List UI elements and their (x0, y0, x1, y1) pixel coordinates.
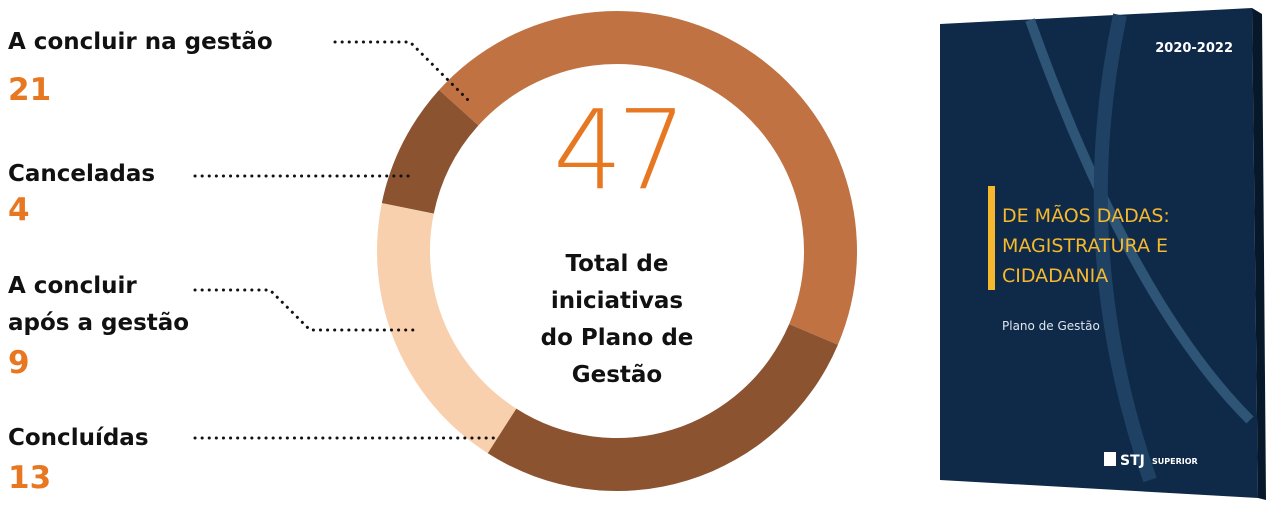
value-label: 21 (8, 72, 52, 108)
donut-segment (487, 324, 838, 491)
book-years: 2020-2022 (1155, 41, 1233, 56)
book-spine (1252, 8, 1266, 500)
book-decor (1025, 18, 1254, 424)
leader-line (193, 288, 420, 332)
category-label: Canceladas (8, 161, 156, 187)
book-bar (988, 186, 995, 290)
category-label: A concluir na gestão (8, 29, 273, 55)
category-label: A concluir após a gestão (8, 273, 190, 336)
donut-segment (377, 203, 517, 454)
book: 2020-2022 DE MÃOS DADAS: MAGISTRATURA E … (940, 8, 1266, 500)
book-logo-text: SUPERIOR (1152, 457, 1198, 466)
value-label: 9 (8, 345, 30, 381)
donut-segment (439, 10, 857, 345)
category-label: Concluídas (8, 425, 149, 451)
book-title: DE MÃOS DADAS: (1002, 204, 1170, 227)
value-label: 13 (8, 460, 52, 496)
book-logo-icon (1104, 452, 1116, 466)
leaders (193, 40, 502, 440)
total-value: 47 (553, 86, 687, 214)
book-subtitle: Plano de Gestão (1002, 319, 1100, 333)
book-title: CIDADANIA (1002, 265, 1108, 287)
total-label: Total de iniciativas do Plano de Gestão (540, 251, 694, 388)
book-title: MAGISTRATURA E (1002, 235, 1168, 257)
donut (377, 10, 857, 491)
book-logo: STJ (1120, 453, 1145, 469)
value-label: 4 (8, 192, 30, 228)
donut-segment (381, 89, 479, 214)
book-decor (1093, 13, 1157, 483)
